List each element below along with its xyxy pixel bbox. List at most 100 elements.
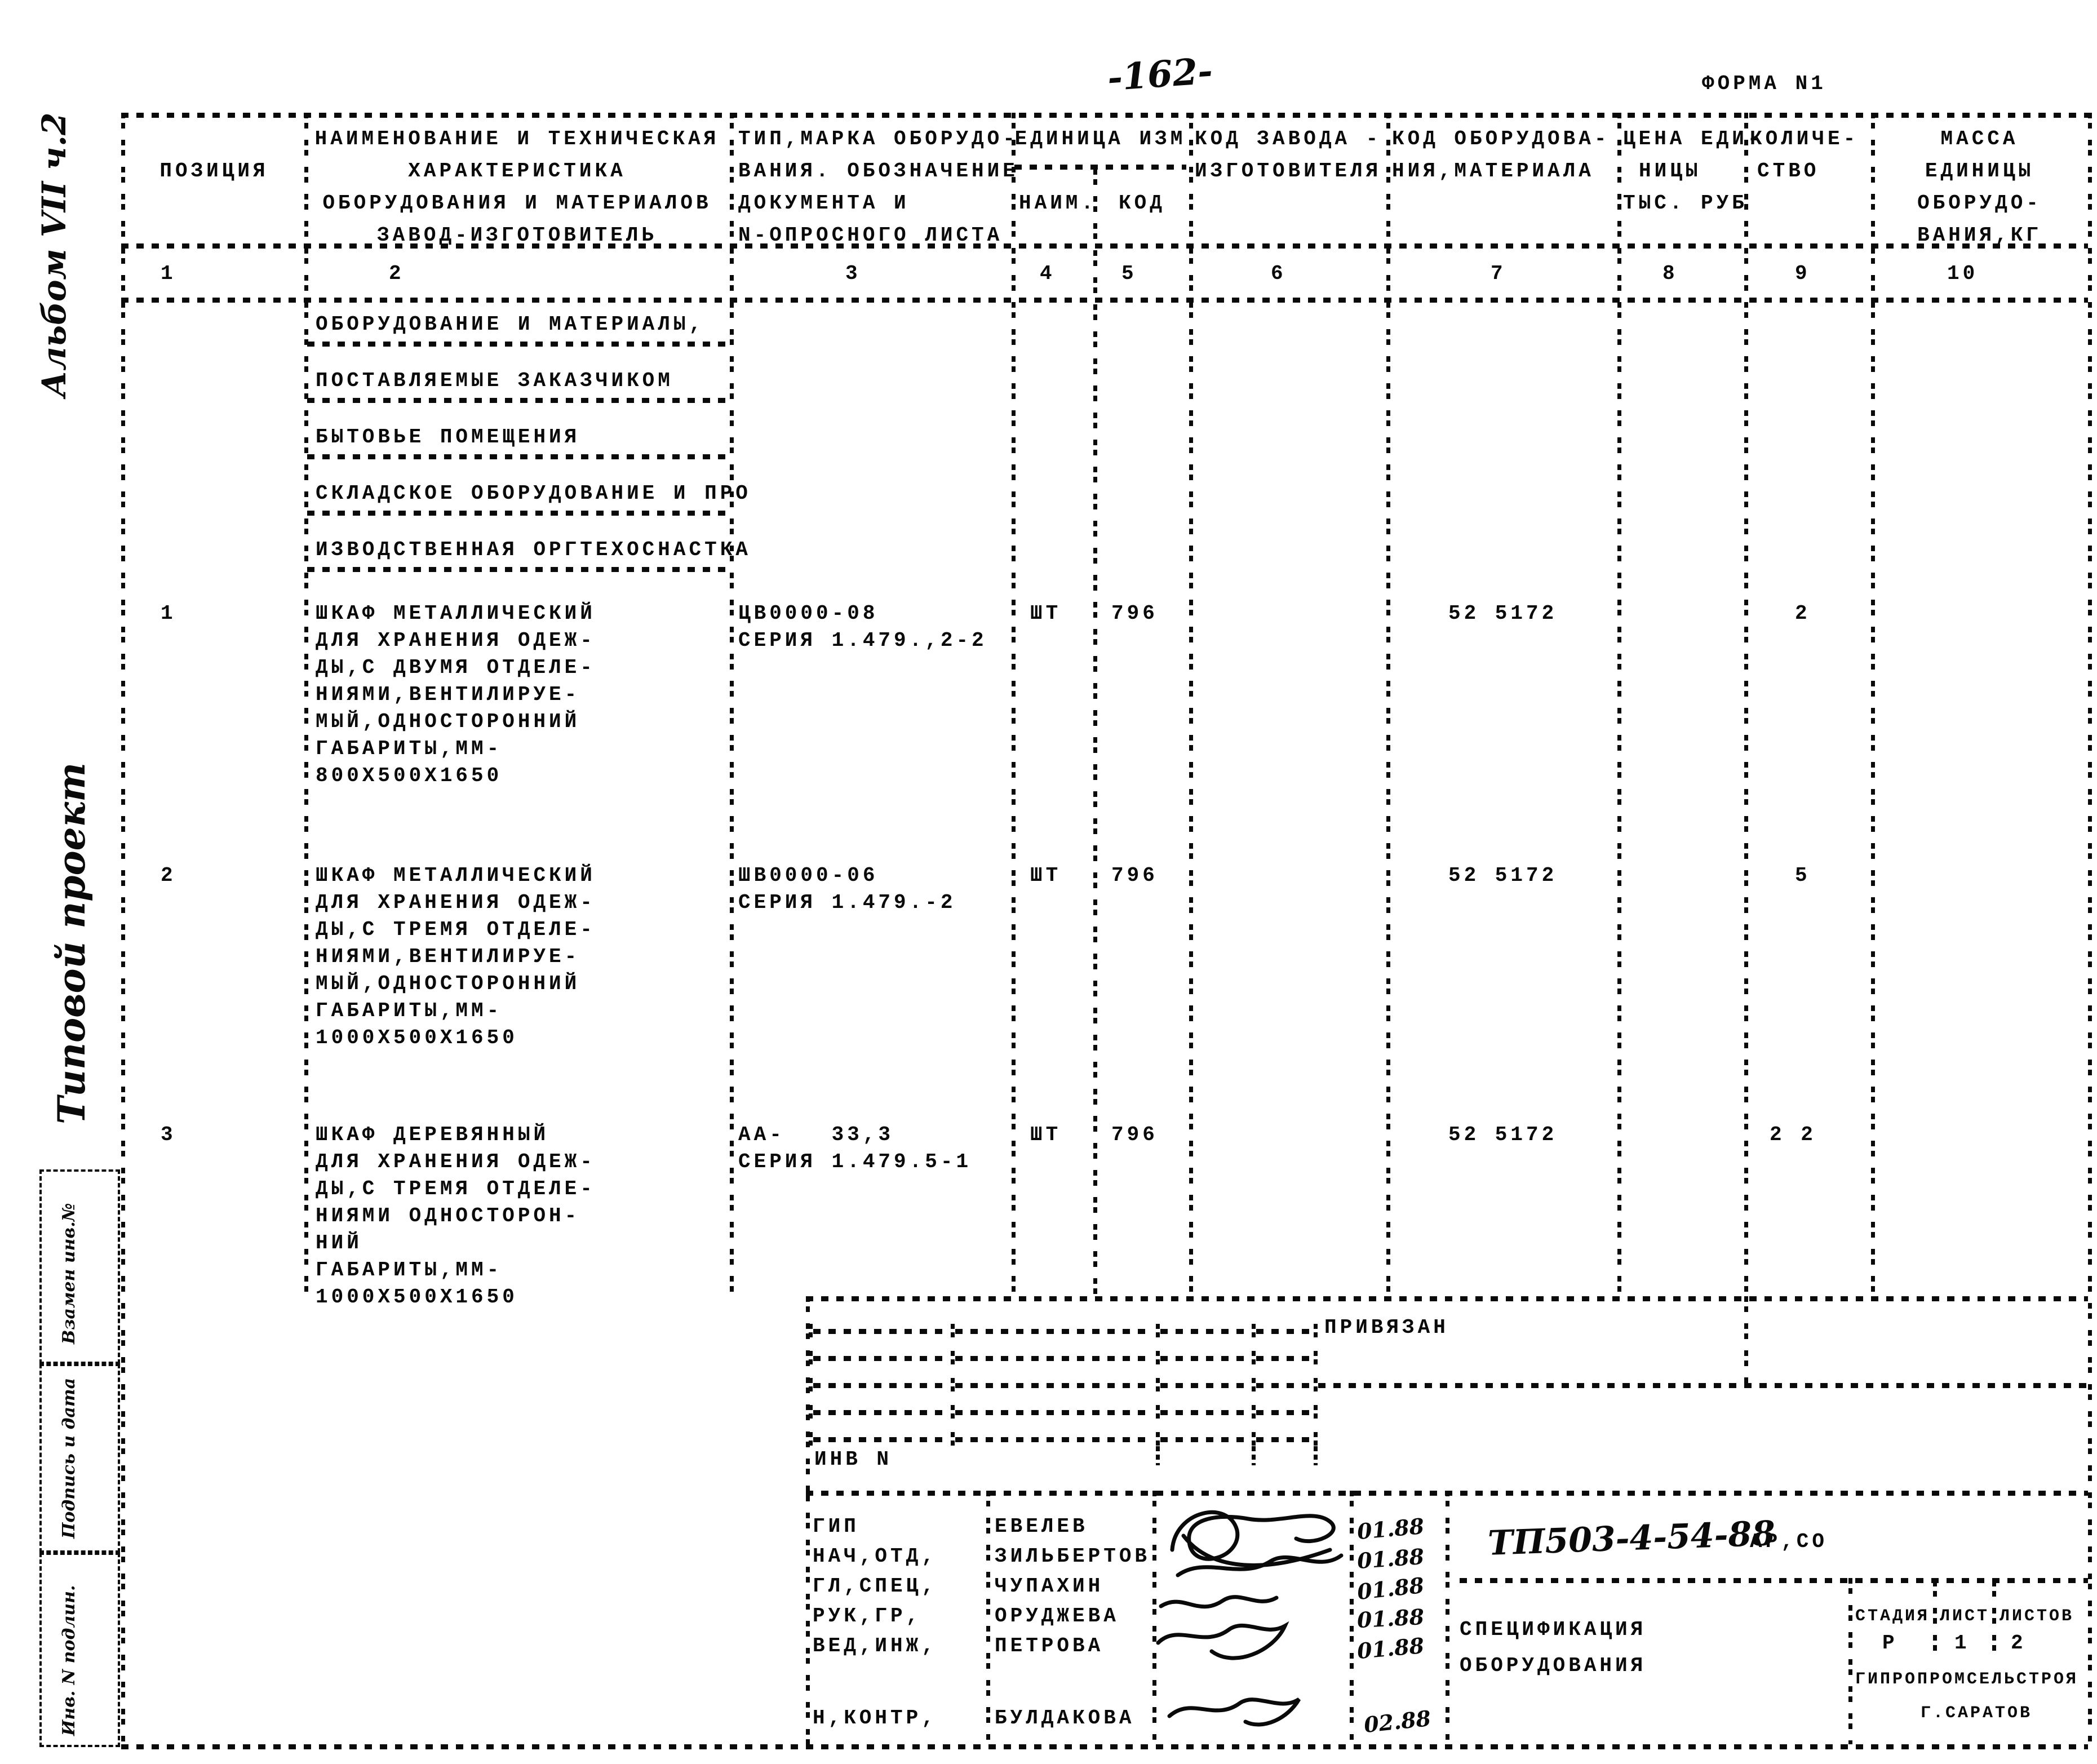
change-grid-line: [955, 1437, 1151, 1442]
change-grid-line: [1160, 1437, 1247, 1442]
change-grid-tick: [1252, 1432, 1256, 1447]
table-grid-line: [1744, 113, 1748, 1296]
change-grid-tick: [1314, 1324, 1318, 1338]
table-grid-line: [1012, 113, 1016, 1296]
change-grid-tick: [1156, 1324, 1160, 1338]
row-equip-code: 52 5172: [1448, 602, 1558, 625]
column-number: 7: [1491, 262, 1506, 285]
signature-role: РУК,ГР,: [813, 1605, 922, 1628]
row-equip-code: 52 5172: [1448, 864, 1558, 887]
section-heading: ПОСТАВЛЯЕМЫЕ ЗАКАЗЧИКОМ: [316, 369, 673, 392]
row-name: ШКАФ МЕТАЛЛИЧЕСКИЙ ДЛЯ ХРАНЕНИЯ ОДЕЖ- ДЫ…: [316, 602, 596, 787]
change-grid-tick: [809, 1405, 813, 1420]
title-block-border: [806, 1296, 2088, 1301]
header-price-1: ЦЕНА ЕДИ-: [1623, 127, 1763, 150]
document-title-line1: СПЕЦИФИКАЦИЯ: [1460, 1618, 1647, 1641]
section-heading: ИЗВОДСТВЕННАЯ ОРГТЕХОСНАСТКА: [316, 538, 751, 561]
column-number: 6: [1271, 262, 1287, 285]
change-grid-line: [813, 1329, 946, 1334]
change-grid-tick: [1156, 1446, 1160, 1465]
table-grid-line: [1093, 169, 1097, 1296]
change-grid-tick: [1314, 1378, 1318, 1393]
signature-grid-line: [1152, 1491, 1156, 1744]
signature-name: ОРУДЖЕВА: [995, 1605, 1119, 1628]
section-underline: [307, 342, 730, 347]
signature-role: ВЕД,ИНЖ,: [813, 1634, 937, 1657]
section-underline: [307, 454, 730, 459]
row-name: ШКАФ МЕТАЛЛИЧЕСКИЙ ДЛЯ ХРАНЕНИЯ ОДЕЖ- ДЫ…: [316, 864, 596, 1049]
row-type: ШВ0000-06 СЕРИЯ 1.479.-2: [738, 864, 956, 914]
change-grid-tick: [1156, 1405, 1160, 1420]
column-number: 8: [1662, 262, 1678, 285]
section-heading: ОБОРУДОВАНИЕ И МАТЕРИАЛЫ,: [316, 313, 705, 336]
column-number: 2: [389, 262, 405, 285]
table-grid-line: [1617, 113, 1621, 1296]
signature-grid-line: [1446, 1491, 1449, 1744]
signature-stroke: [1167, 1697, 1301, 1727]
signature-name: ЧУПАХИН: [995, 1575, 1104, 1598]
album-annotation: Альбом VII ч.2: [35, 112, 73, 397]
signature-stroke: [1176, 1553, 1344, 1577]
row-qty: 2: [1795, 602, 1811, 625]
sheets-value: 2: [2011, 1632, 2027, 1655]
signature-stroke: [1181, 1533, 1332, 1567]
organization-name: ГИПРОПРОМСЕЛЬСТРОЯ: [1855, 1670, 2079, 1689]
change-grid-line: [1160, 1329, 1247, 1334]
section-underline: [307, 511, 730, 516]
row-code: 796: [1111, 1123, 1158, 1146]
margin-box-signature: [39, 1364, 120, 1553]
change-grid-tick: [809, 1324, 813, 1338]
header-unit: ЕДИНИЦА ИЗМ: [1014, 127, 1186, 150]
unit-header-underline: [1014, 165, 1186, 170]
margin-box-inventory-label: Инв. N подлин.: [59, 1585, 79, 1736]
project-annotation: Типовой проект: [50, 762, 94, 1124]
table-grid-line: [121, 243, 2088, 249]
column-number: 3: [845, 262, 861, 285]
change-grid-line: [1256, 1356, 1309, 1361]
table-grid-line: [1386, 113, 1390, 1296]
row-position: 1: [161, 602, 176, 625]
table-grid-line: [304, 113, 308, 1296]
margin-box-inventory: [39, 1553, 120, 1747]
change-grid-line: [1256, 1410, 1309, 1415]
change-grid-line: [955, 1410, 1151, 1415]
sheet-label: ЛИСТ: [1940, 1607, 1990, 1626]
header-equip-code: КОД ОБОРУДОВА- НИЯ,МАТЕРИАЛА: [1392, 127, 1610, 183]
change-grid-tick: [1314, 1432, 1318, 1447]
signature-role: Н,КОНТР,: [813, 1707, 937, 1730]
change-grid-tick: [1252, 1405, 1256, 1420]
signature-scrawls: [1156, 1510, 1344, 1727]
page-number: -162-: [1106, 50, 1214, 100]
change-grid-line: [1256, 1383, 1309, 1388]
change-grid-tick: [951, 1378, 955, 1393]
stage-value: Р: [1882, 1632, 1898, 1655]
change-grid-line: [1160, 1383, 1247, 1388]
change-grid-line: [1256, 1329, 1309, 1334]
sheets-label: ЛИСТОВ: [2000, 1607, 2074, 1626]
margin-box-signature-label: Подпись и дата: [59, 1377, 79, 1539]
change-grid-line: [1318, 1383, 2088, 1388]
section-heading: БЫТОВЬЕ ПОМЕЩЕНИЯ: [316, 426, 580, 449]
change-grid-tick: [1156, 1351, 1160, 1366]
header-qty-2: СТВО: [1757, 159, 1820, 183]
margin-box-change-label: Взамен инв.№: [59, 1203, 79, 1344]
document-number: ТП503-4-54-88: [1487, 1514, 1776, 1563]
change-grid-line: [813, 1383, 946, 1388]
row-code: 796: [1111, 864, 1158, 887]
row-name: ШКАФ ДЕРЕВЯННЫЙ ДЛЯ ХРАНЕНИЯ ОДЕЖ- ДЫ,С …: [316, 1123, 596, 1309]
row-equip-code: 52 5172: [1448, 1123, 1558, 1146]
header-price-3: ТЫС. РУБ: [1623, 192, 1748, 215]
stage-label: СТАДИЯ: [1855, 1607, 1930, 1626]
section-heading: СКЛАДСКОЕ ОБОРУДОВАНИЕ И ПРО: [316, 482, 751, 505]
header-price-2: НИЦЫ: [1639, 159, 1701, 183]
signature-stroke: [1156, 1621, 1289, 1660]
organization-city: Г.САРАТОВ: [1921, 1704, 2033, 1723]
title-block-border: [1744, 1296, 1748, 1386]
signature-role: ГИП: [813, 1515, 859, 1538]
change-grid-line: [1256, 1437, 1309, 1442]
table-grid-line: [121, 113, 125, 1744]
signature-grid-line: [1350, 1491, 1354, 1744]
signature-name: БУЛДАКОВА: [995, 1707, 1135, 1730]
column-number: 1: [161, 262, 176, 285]
title-block-border: [806, 1296, 810, 1744]
